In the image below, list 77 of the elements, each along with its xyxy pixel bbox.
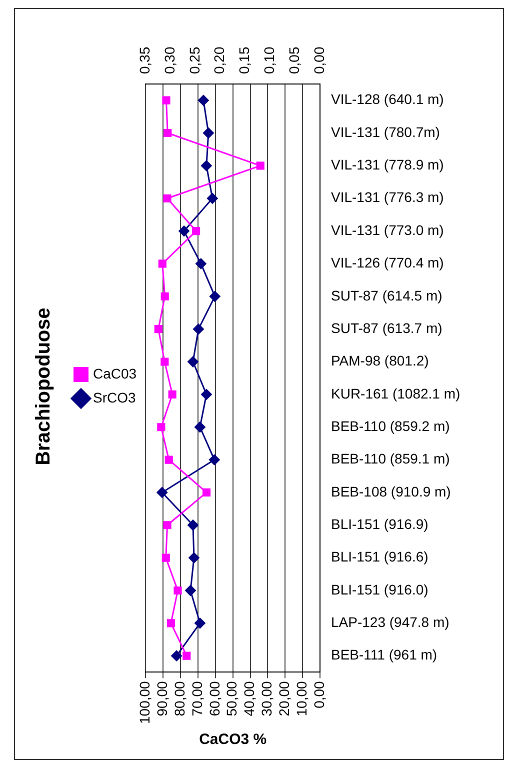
x-tick-label: 100,00 xyxy=(136,680,153,724)
point xyxy=(256,162,264,170)
point xyxy=(164,128,172,138)
point xyxy=(164,456,173,464)
point xyxy=(209,290,220,302)
point xyxy=(160,358,169,366)
x-tick-label: 90,00 xyxy=(154,680,170,716)
point xyxy=(154,325,162,334)
point xyxy=(188,552,200,564)
point xyxy=(162,554,170,562)
point xyxy=(178,226,190,237)
x2-tick-label: 0,00 xyxy=(310,46,327,74)
y-tick-label: BEB-108 (910.9 m) xyxy=(331,483,451,500)
y-tick-label: BLI-151 (916.0) xyxy=(331,581,428,598)
y-tick-label: VIL-126 (770.4 m) xyxy=(331,254,444,271)
point xyxy=(184,584,196,596)
x-tick-label: 60,00 xyxy=(206,680,222,716)
point xyxy=(187,356,198,368)
point xyxy=(202,128,214,139)
y-tick-label: VIL-128 (640.1 m) xyxy=(331,91,444,108)
point xyxy=(194,618,206,629)
x2-tick-label: 0,10 xyxy=(261,46,278,74)
y-tick-label: BLI-151 (916.6) xyxy=(331,548,428,565)
y-tick-label: KUR-161 (1082.1 m) xyxy=(331,385,460,402)
y-tick-label: BEB-110 (859.2 m) xyxy=(331,418,450,434)
point xyxy=(202,488,211,496)
x2-tick-label: 0,30 xyxy=(161,46,178,74)
x2-tick-label: 0,15 xyxy=(236,46,252,74)
point xyxy=(160,292,169,300)
x-tick-label: 50,00 xyxy=(224,680,240,716)
y-tick-label: SUT-87 (613.7 m) xyxy=(331,320,442,336)
x2-tick-label: 0,20 xyxy=(211,46,228,74)
point xyxy=(192,227,200,236)
text: Brachiopoduose xyxy=(32,308,55,466)
x-tick-label: 30,00 xyxy=(258,680,275,716)
x-tick-label: 40,00 xyxy=(241,680,258,716)
y-tick-label: VIL-131 (773.0 m) xyxy=(331,222,444,238)
y-tick-label: VIL-131 (776.3 m) xyxy=(331,189,444,206)
point xyxy=(162,96,170,104)
point xyxy=(187,520,198,531)
point xyxy=(195,258,206,270)
point xyxy=(157,423,166,432)
legend-label: SrCO3 xyxy=(93,389,136,406)
x-tick-label: 10,00 xyxy=(293,680,310,716)
x-tick-label: 70,00 xyxy=(188,680,205,716)
point xyxy=(158,260,166,268)
point xyxy=(174,586,182,595)
point xyxy=(163,194,172,202)
point xyxy=(156,486,168,498)
x-axis-title: CaCO3 % xyxy=(199,731,267,748)
y-tick-label: LAP-123 (947.8 m) xyxy=(331,614,450,630)
point xyxy=(194,422,206,433)
point xyxy=(198,94,209,106)
point xyxy=(182,652,191,660)
point xyxy=(168,390,176,398)
y-tick-label: BEB-111 (961 m) xyxy=(331,646,438,663)
point xyxy=(163,521,172,530)
legend-label: CaC03 xyxy=(93,365,137,382)
point xyxy=(200,160,212,172)
y-tick-label: VIL-131 (780.7m) xyxy=(331,124,440,140)
y-tick-label: BLI-151 (916.9) xyxy=(331,516,428,532)
point xyxy=(192,324,204,335)
y-tick-label: VIL-131 (778.9 m) xyxy=(331,156,444,173)
point xyxy=(200,388,212,400)
x2-tick-label: 0,35 xyxy=(136,46,153,74)
x2-tick-label: 0,05 xyxy=(286,46,302,74)
x-tick-label: 0,00 xyxy=(310,680,327,708)
y-tick-label: SUT-87 (614.5 m) xyxy=(331,287,442,304)
point xyxy=(171,650,182,662)
point xyxy=(206,192,218,204)
y-tick-label: PAM-98 (801.2) xyxy=(331,352,429,369)
x2-tick-label: 0,25 xyxy=(186,46,202,74)
x-tick-label: 80,00 xyxy=(171,680,188,716)
y-tick-label: BEB-110 (859.1 m) xyxy=(331,450,450,467)
point xyxy=(166,619,175,628)
point xyxy=(208,454,220,466)
x-tick-label: 20,00 xyxy=(276,680,292,716)
